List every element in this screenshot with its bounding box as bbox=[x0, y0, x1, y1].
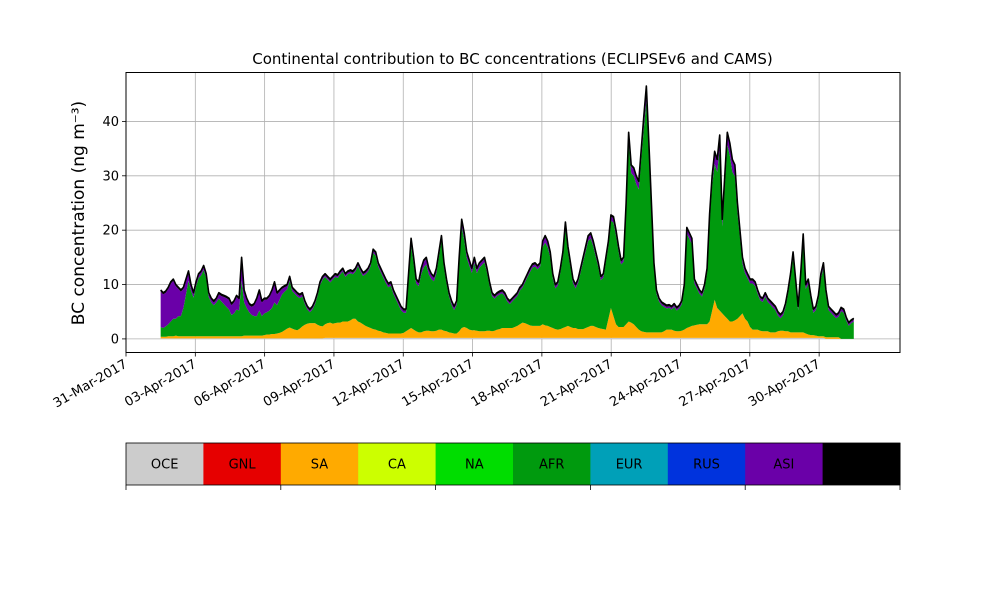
colorbar-frame bbox=[125, 442, 901, 486]
colorbar-cell-asi bbox=[745, 443, 824, 485]
colorbar-cell-rus bbox=[667, 443, 746, 485]
y-tick-label: 0 bbox=[111, 332, 119, 347]
colorbar-cell-na bbox=[435, 443, 514, 485]
y-tick-label: 10 bbox=[102, 278, 119, 293]
y-tick-label: 40 bbox=[102, 115, 119, 130]
colorbar-cell-sa bbox=[280, 443, 359, 485]
y-tick-label: 20 bbox=[102, 224, 119, 239]
colorbar-label-gnl: GNL bbox=[229, 458, 257, 473]
y-ticks: 0 10 20 30 40 bbox=[102, 115, 126, 347]
colorbar-label-oce: OCE bbox=[151, 458, 179, 473]
colorbar-cell-gnl bbox=[203, 443, 282, 485]
colorbar-label-na: NA bbox=[465, 458, 484, 473]
colorbar-label-eur: EUR bbox=[616, 458, 643, 473]
y-tick-label: 30 bbox=[102, 169, 119, 184]
y-axis-label: BC concentration (ng m⁻³) bbox=[69, 101, 89, 325]
colorbar-label-aus: AUS bbox=[848, 458, 875, 473]
colorbar-cell-aus bbox=[822, 443, 901, 485]
colorbar-label-afr: AFR bbox=[539, 458, 564, 473]
colorbar-label-ca: CA bbox=[388, 458, 406, 473]
colorbar-label-sa: SA bbox=[311, 458, 328, 473]
total-line-layer bbox=[160, 85, 855, 324]
colorbar-cell-afr bbox=[513, 443, 591, 485]
area-afr bbox=[160, 101, 854, 339]
colorbar-label-rus: RUS bbox=[693, 458, 720, 473]
area-asi bbox=[160, 87, 854, 329]
axes-frame bbox=[125, 72, 901, 353]
area-oce bbox=[160, 337, 854, 339]
area-sa bbox=[160, 299, 854, 339]
colorbar: OCE GNL SA CA NA AFR EUR RUS ASI AUS bbox=[125, 442, 901, 490]
colorbar-label-asi: ASI bbox=[773, 458, 794, 473]
chart-title: Continental contribution to BC concentra… bbox=[252, 50, 773, 68]
colorbar-cell-eur bbox=[590, 443, 669, 485]
total-line bbox=[160, 85, 855, 324]
colorbar-cell-ca bbox=[358, 443, 437, 485]
colorbar-cell-oce bbox=[126, 443, 204, 485]
